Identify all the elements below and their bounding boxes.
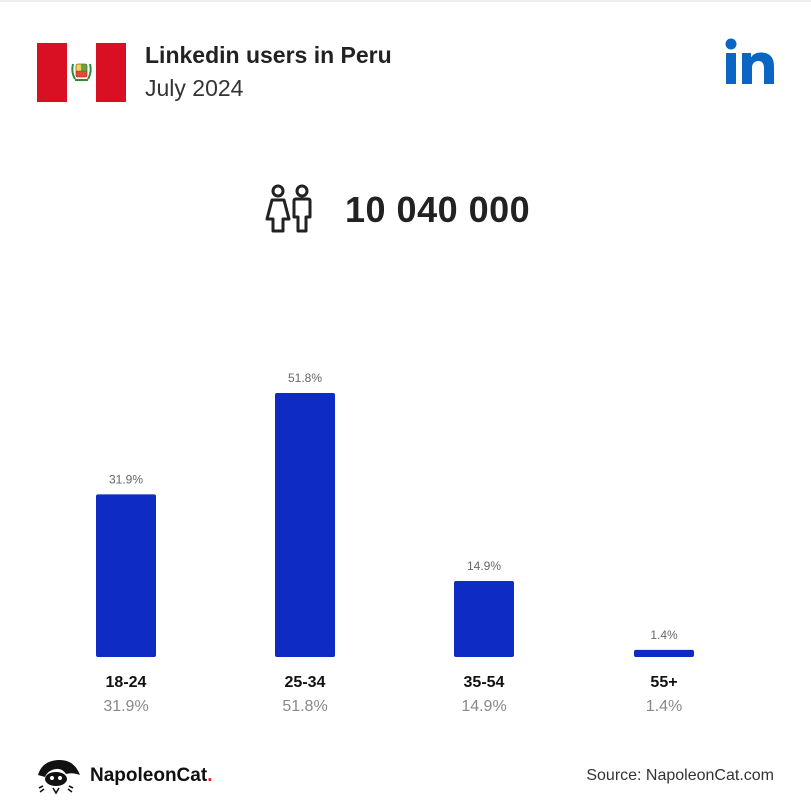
brand-dot: . <box>207 765 213 786</box>
peru-flag-icon <box>37 43 126 102</box>
bar-25-34 <box>275 393 335 657</box>
bar-55+ <box>634 649 694 657</box>
category-percent: 31.9% <box>103 698 148 715</box>
total-users: 10 040 000 <box>264 184 530 236</box>
total-users-count: 10 040 000 <box>345 189 531 230</box>
category-label: 18-24 <box>106 674 147 691</box>
flag-white-stripe <box>67 43 96 102</box>
source-label: Source: NapoleonCat.com <box>586 767 774 784</box>
bar-value-label: 1.4% <box>650 628 678 642</box>
bar-18-24 <box>96 494 156 657</box>
brand-name-text: NapoleonCat <box>90 765 208 786</box>
category-label: 55+ <box>650 674 677 691</box>
linkedin-logo-icon <box>725 38 774 84</box>
bar-35-54 <box>454 581 514 657</box>
page-title: Linkedin users in Peru <box>145 42 392 68</box>
category-percent: 1.4% <box>646 698 682 715</box>
napoleoncat-logo-icon <box>38 759 80 795</box>
brand-name: NapoleonCat. <box>90 765 212 787</box>
bar-value-label: 31.9% <box>109 472 143 486</box>
bar-value-label: 14.9% <box>467 559 501 573</box>
page-subtitle: July 2024 <box>145 75 244 101</box>
bar-value-label: 51.8% <box>288 371 322 385</box>
flag-red-stripe-right <box>96 43 126 102</box>
flag-red-stripe-left <box>37 43 67 102</box>
category-label: 25-34 <box>285 674 326 691</box>
category-percent: 14.9% <box>461 698 506 715</box>
coat-of-arms-icon <box>71 63 92 81</box>
category-percent: 51.8% <box>282 698 327 715</box>
users-icon <box>265 184 312 233</box>
age-bar-chart: 31.9% 18-24 31.9% 51.8% 25-34 51.8% 14.9% 35-54… <box>96 371 694 715</box>
top-divider <box>0 0 811 2</box>
category-label: 35-54 <box>464 674 505 691</box>
napoleoncat-logo: NapoleonCat. <box>36 757 212 795</box>
